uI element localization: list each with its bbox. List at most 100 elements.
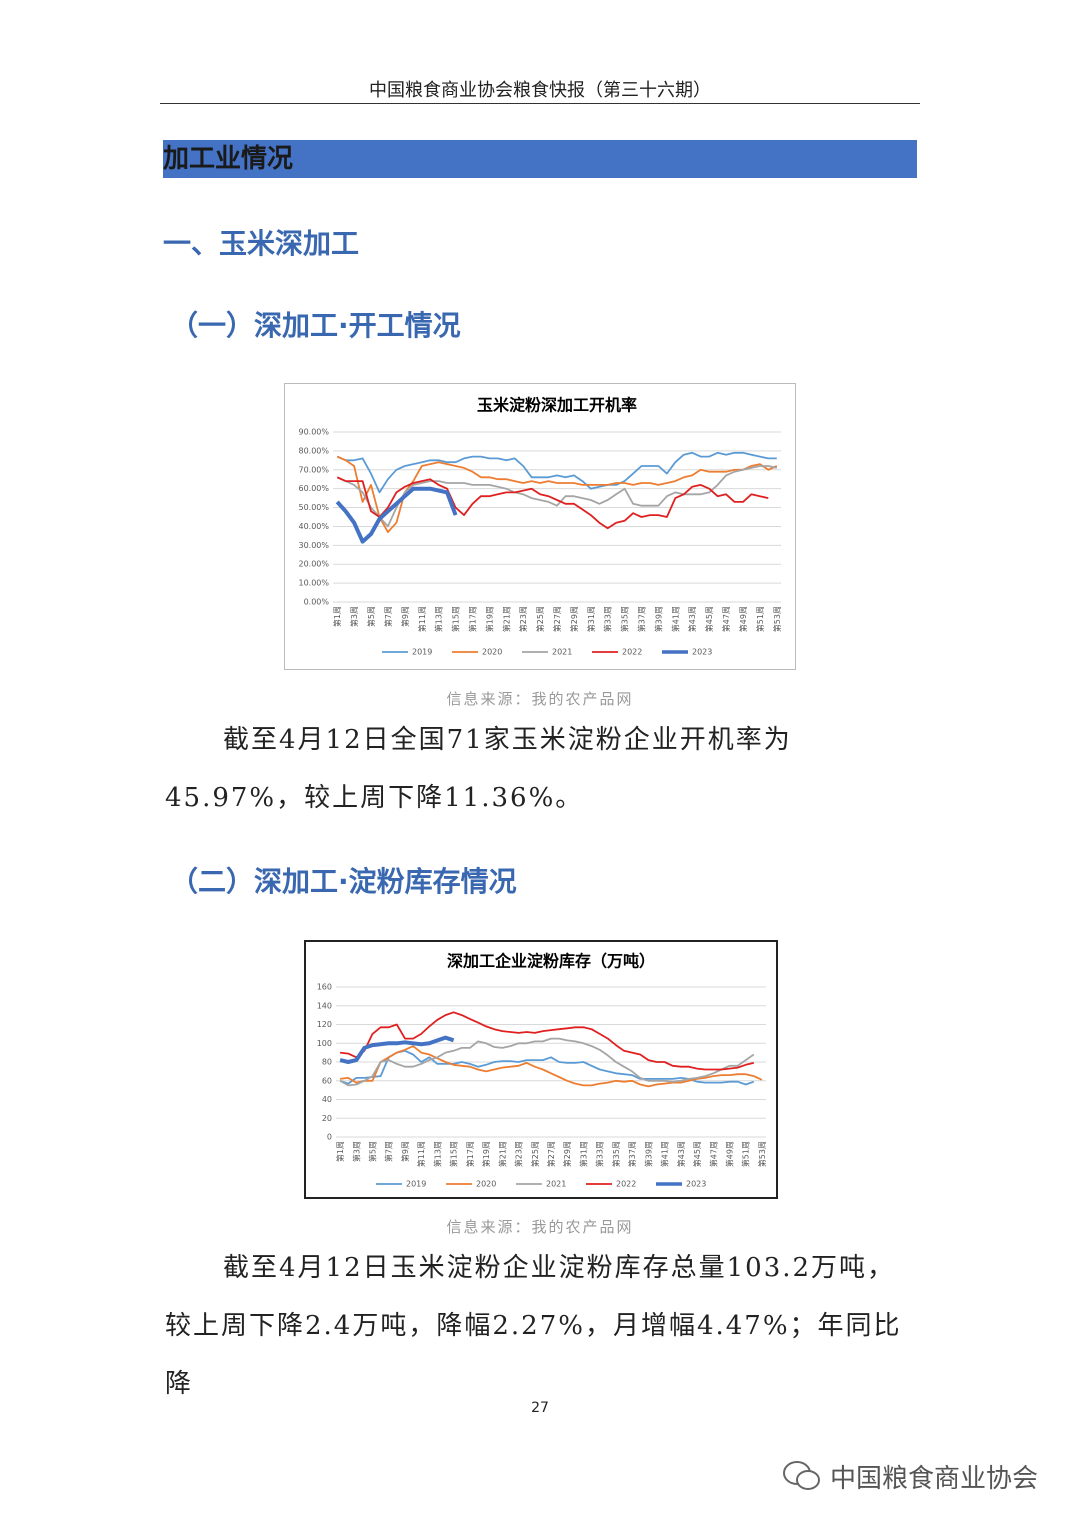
legend-label: 2019 (406, 1180, 426, 1189)
y-tick-label: 80 (322, 1058, 332, 1067)
x-tick-label: 第37周 (627, 1141, 637, 1167)
x-tick-label: 第51周 (741, 1141, 751, 1167)
x-tick-label: 第45周 (692, 1141, 702, 1167)
x-tick-label: 第49周 (724, 1141, 734, 1167)
x-tick-label: 第1周 (332, 606, 342, 627)
series-line (336, 476, 769, 530)
legend-label: 2022 (622, 648, 642, 657)
subheading: （一）深加工·开工情况 (170, 309, 461, 342)
subheading: （二）深加工·淀粉库存情况 (170, 865, 517, 898)
x-tick-label: 第13周 (434, 606, 444, 632)
x-tick-label: 第45周 (704, 606, 714, 632)
x-tick-label: 第31周 (586, 606, 596, 632)
y-tick-label: 0.00% (304, 598, 330, 607)
chart: 深加工企业淀粉库存（万吨） 0 20 40 60 80 100 120 140 160 第1周 第3周… (304, 940, 778, 1199)
wechat-icon (783, 1461, 820, 1490)
x-tick-label: 第43周 (687, 606, 697, 632)
x-tick-label: 第37周 (637, 606, 647, 632)
series-line (336, 465, 777, 528)
x-tick-label: 第3周 (351, 1141, 361, 1162)
x-tick-label: 第9周 (400, 606, 410, 627)
legend-label: 2023 (692, 648, 712, 657)
legend-label: 2021 (552, 648, 572, 657)
x-tick-label: 第19周 (481, 1141, 491, 1167)
x-tick-label: 第11周 (416, 1141, 426, 1167)
x-tick-label: 第1周 (335, 1141, 345, 1162)
y-tick-label: 0 (327, 1133, 332, 1142)
x-tick-label: 第5周 (366, 606, 376, 627)
series-line (339, 1049, 755, 1086)
section-banner: 加工业情况 (163, 140, 917, 178)
source-note: 信息来源：我的农产品网 (446, 690, 634, 708)
x-tick-label: 第39周 (643, 1141, 653, 1167)
y-tick-label: 140 (317, 1001, 332, 1010)
y-tick-label: 160 (317, 983, 332, 992)
x-tick-label: 第53周 (757, 1141, 767, 1167)
x-tick-label: 第51周 (755, 606, 765, 632)
series-line (335, 486, 458, 544)
page-number: 27 (531, 1400, 549, 1416)
x-tick-label: 第47周 (721, 606, 731, 632)
source-note: 信息来源：我的农产品网 (446, 1218, 634, 1236)
chart: 玉米淀粉深加工开机率 0.00% 10.00% 20.00% 30.00% 40.00% 5… (284, 383, 796, 670)
y-tick-label: 100 (317, 1039, 332, 1048)
x-tick-label: 第43周 (676, 1141, 686, 1167)
x-tick-label: 第53周 (772, 606, 782, 632)
heading: 一、玉米深加工 (163, 227, 360, 260)
x-tick-label: 第17周 (465, 1141, 475, 1167)
chart-title: 玉米淀粉深加工开机率 (477, 396, 637, 415)
legend-label: 2022 (616, 1180, 636, 1189)
x-tick-label: 第25周 (530, 1141, 540, 1167)
x-tick-label: 第15周 (449, 1141, 459, 1167)
legend-label: 2021 (546, 1180, 566, 1189)
y-tick-label: 60.00% (298, 484, 329, 493)
x-tick-label: 第35周 (611, 1141, 621, 1167)
x-tick-label: 第17周 (467, 606, 477, 632)
series-line (336, 451, 777, 494)
x-tick-label: 第23周 (518, 606, 528, 632)
y-tick-label: 20.00% (298, 560, 329, 569)
y-tick-label: 30.00% (298, 541, 329, 550)
y-tick-label: 40.00% (298, 522, 329, 531)
x-tick-label: 第23周 (514, 1141, 524, 1167)
y-tick-label: 120 (317, 1020, 332, 1029)
header-rule (160, 103, 920, 104)
paragraph: 截至4月12日全国71家玉米淀粉企业开机率为45.97%，较上周下降11.36%… (165, 725, 792, 813)
paragraph: 截至4月12日玉米淀粉企业淀粉库存总量103.2万吨，较上周下降2.4万吨，降幅… (165, 1253, 902, 1399)
watermark: 中国粮食商业协会 (830, 1464, 1039, 1494)
series-line (339, 1045, 763, 1088)
series-line (339, 1035, 455, 1064)
x-tick-label: 第11周 (417, 606, 427, 632)
x-tick-label: 第21周 (497, 1141, 507, 1167)
x-tick-label: 第7周 (383, 606, 393, 627)
x-tick-label: 第25周 (535, 606, 545, 632)
x-tick-label: 第5周 (368, 1141, 378, 1162)
x-tick-label: 第13周 (432, 1141, 442, 1167)
x-tick-label: 第21周 (501, 606, 511, 632)
x-tick-label: 第15周 (451, 606, 461, 632)
y-tick-label: 70.00% (298, 465, 329, 474)
y-tick-label: 50.00% (298, 503, 329, 512)
x-tick-label: 第29周 (562, 1141, 572, 1167)
x-tick-label: 第27周 (552, 606, 562, 632)
x-tick-label: 第27周 (546, 1141, 556, 1167)
x-tick-label: 第29周 (569, 606, 579, 632)
legend-label: 2023 (686, 1180, 706, 1189)
x-tick-label: 第7周 (384, 1141, 394, 1162)
x-tick-label: 第33周 (603, 606, 613, 632)
y-tick-label: 80.00% (298, 446, 329, 455)
legend-label: 2020 (482, 648, 502, 657)
series-line (339, 1011, 755, 1071)
x-tick-label: 第41周 (670, 606, 680, 632)
x-tick-label: 第49周 (738, 606, 748, 632)
y-tick-label: 90.00% (298, 428, 329, 437)
y-tick-label: 60 (322, 1076, 332, 1085)
x-tick-label: 第33周 (595, 1141, 605, 1167)
header-title: 中国粮食商业协会粮食快报（第三十六期） (369, 80, 711, 101)
x-tick-label: 第19周 (484, 606, 494, 632)
y-tick-label: 20 (322, 1114, 332, 1123)
x-tick-label: 第47周 (708, 1141, 718, 1167)
x-tick-label: 第3周 (349, 606, 359, 627)
y-tick-label: 10.00% (298, 579, 329, 588)
